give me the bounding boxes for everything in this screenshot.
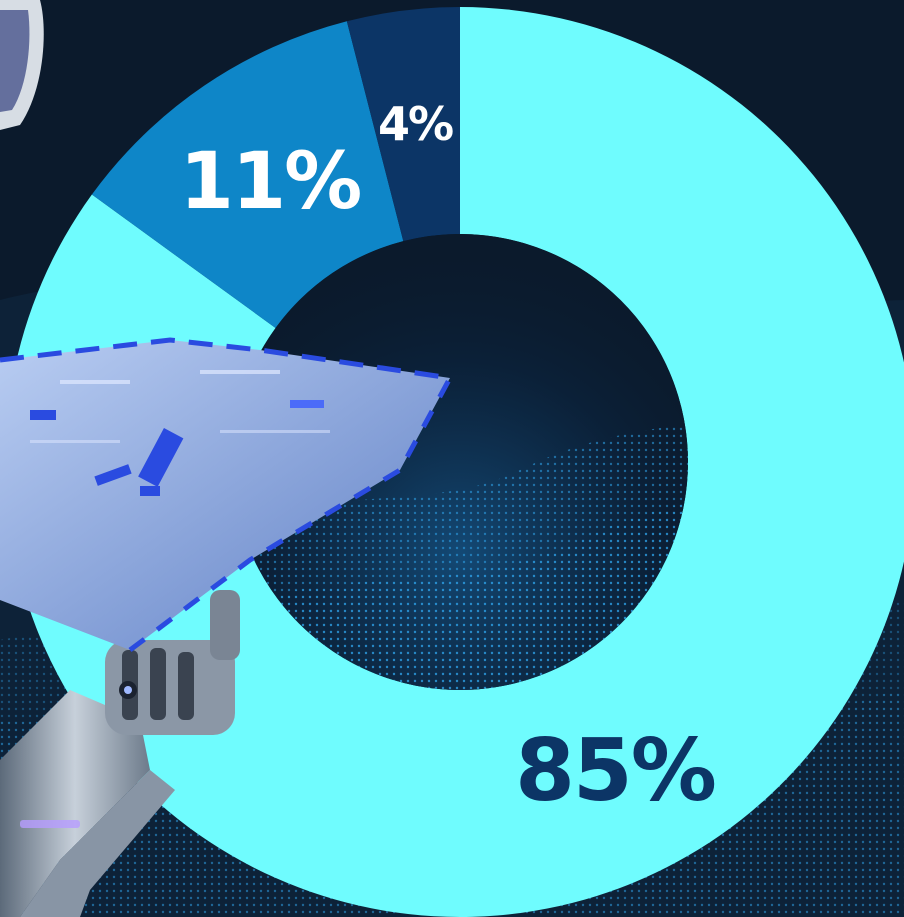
donut-slice-2 <box>91 21 404 328</box>
donut-slice-3 <box>346 6 460 242</box>
robot-head-image <box>0 0 44 130</box>
slice-label-1: 85% <box>515 721 715 821</box>
circuit-book-image <box>0 337 453 652</box>
slice-label-2: 11% <box>180 137 361 227</box>
slice-label-3: 4% <box>378 97 453 151</box>
donut-labels: 85% 11% 4% <box>180 97 717 821</box>
robot-arm-image <box>0 560 240 917</box>
